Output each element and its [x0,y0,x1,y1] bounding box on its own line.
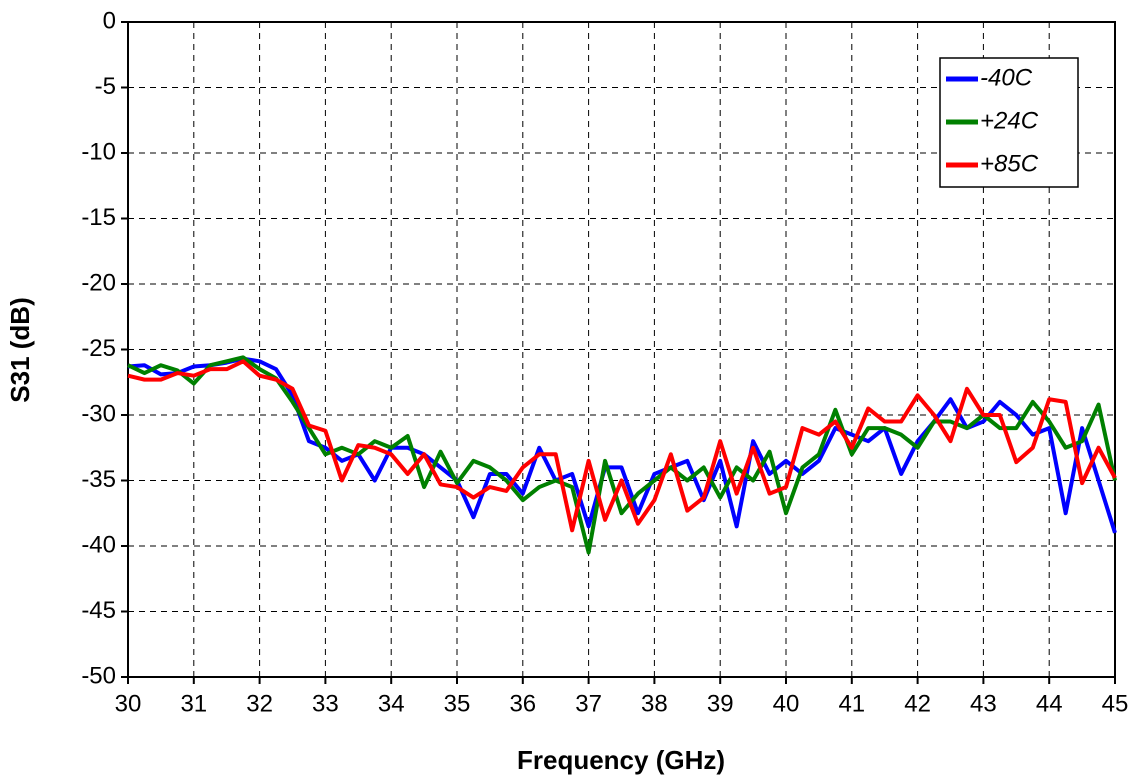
x-tick-label: 33 [312,690,339,717]
y-tick-label: -40 [81,531,116,558]
x-tick-label: 44 [1036,690,1063,717]
x-tick-label: 36 [509,690,536,717]
x-tick-label: 37 [575,690,602,717]
y-tick-label: -50 [81,662,116,689]
series-line [127,359,1117,533]
x-tick-label: 43 [970,690,997,717]
x-tick-label: 41 [838,690,865,717]
legend-label: +24C [980,107,1039,134]
x-tick-label: 30 [115,690,142,717]
series-line [127,355,1117,555]
y-tick-label: -35 [81,466,116,493]
y-tick-label: -45 [81,597,116,624]
x-tick-label: 35 [444,690,471,717]
plot-frame [127,21,1116,678]
y-tick-label: -30 [81,400,116,427]
x-tick-label: 40 [773,690,800,717]
x-tick-label: 42 [904,690,931,717]
x-tick-label: 45 [1102,690,1129,717]
y-tick-label: -25 [81,335,116,362]
x-tick-label: 34 [378,690,405,717]
x-tick-label: 31 [180,690,207,717]
y-tick-label: -20 [81,269,116,296]
y-tick-label: 0 [103,7,116,34]
x-tick-label: 38 [641,690,668,717]
legend-label: -40C [980,64,1033,91]
y-tick-label: -10 [81,138,116,165]
y-axis-title: S31 (dB) [5,297,35,402]
x-tick-label: 32 [246,690,273,717]
y-tick-label: -15 [81,204,116,231]
legend-label: +85C [980,150,1039,177]
x-tick-label: 39 [707,690,734,717]
x-axis-title: Frequency (GHz) [517,745,725,775]
series-line [127,356,1117,534]
y-tick-label: -5 [95,73,116,100]
